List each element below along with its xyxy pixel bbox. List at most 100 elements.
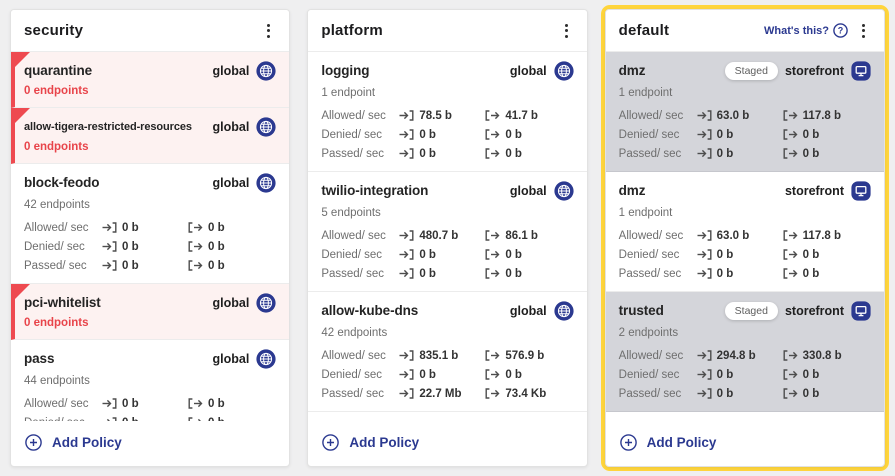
global-network-icon xyxy=(256,348,276,369)
tier-panel: platform logging global 1 endpoint Allowed/ … xyxy=(307,9,588,467)
stat-label: Denied/ sec xyxy=(618,248,680,261)
kebab-menu-icon[interactable] xyxy=(559,21,574,41)
endpoint-count: 42 endpoints xyxy=(321,327,388,339)
policy-card[interactable]: allow-kube-dns global 42 endpoints Allowed/… xyxy=(308,292,587,412)
policy-card[interactable]: dmz storefront 1 endpoint Allowed/ sec 63.0 … xyxy=(605,172,884,292)
policy-card[interactable]: block-feodo global 42 endpoints Allowed/ se… xyxy=(11,164,290,284)
policy-card[interactable]: dmz Staged storefront 1 endpoint Allowed/ se… xyxy=(605,52,884,172)
global-network-icon xyxy=(554,180,574,201)
outbound-value: 0 b xyxy=(208,259,225,272)
inbound-arrow-icon xyxy=(399,129,414,140)
inbound-value: 0 b xyxy=(716,147,734,160)
outbound-arrow-icon xyxy=(188,260,203,271)
add-policy-label: Add Policy xyxy=(52,435,122,450)
outbound-value: 0 b xyxy=(505,128,522,141)
inbound-cell: 0 b xyxy=(697,268,783,280)
add-policy-button[interactable]: Add Policy xyxy=(619,432,718,453)
policy-name: allow-tigera-restricted-resources xyxy=(24,120,192,133)
stat-row-passed: Passed/ sec 0 b 0 b xyxy=(619,384,871,403)
outbound-value: 0 b xyxy=(802,248,820,261)
stat-row-allowed: Allowed/ sec 0 b 0 b xyxy=(24,218,276,237)
tier-footer: Add Policy xyxy=(606,421,884,466)
outbound-arrow-icon xyxy=(188,398,203,409)
stat-label: Passed/ sec xyxy=(618,387,682,400)
policy-card[interactable]: trustedstorefront xyxy=(605,412,884,421)
kebab-menu-icon[interactable] xyxy=(856,21,871,41)
outbound-cell: 0 b xyxy=(188,222,225,234)
kebab-menu-icon[interactable] xyxy=(261,21,276,41)
inbound-value: 0 b xyxy=(419,128,436,141)
inbound-value: 63.0 b xyxy=(716,109,750,122)
tier-title: security xyxy=(24,22,84,39)
stat-label: Denied/ sec xyxy=(321,248,383,261)
add-policy-button[interactable]: Add Policy xyxy=(24,432,123,453)
inbound-arrow-icon xyxy=(102,398,117,409)
outbound-value: 73.4 Kb xyxy=(505,387,547,400)
stat-row-passed: Passed/ sec 22.7 Mb 73.4 Kb xyxy=(321,384,573,403)
stat-label: Allowed/ sec xyxy=(321,229,386,242)
outbound-arrow-icon xyxy=(188,222,203,233)
stat-row-allowed: Allowed/ sec 78.5 b 41.7 b xyxy=(321,106,573,125)
outbound-cell: 117.8 b xyxy=(783,110,841,122)
policy-card[interactable]: logging global 1 endpoint Allowed/ sec 78.5 … xyxy=(308,52,587,172)
outbound-arrow-icon xyxy=(783,110,798,121)
stat-label: Denied/ sec xyxy=(321,368,383,381)
tier-header: default What's this?? xyxy=(605,10,884,52)
inbound-cell: 480.7 b xyxy=(399,230,485,242)
policy-card[interactable]: allow-tigera-restricted-resources global 0… xyxy=(11,108,290,164)
policy-name: dmz xyxy=(618,183,646,198)
endpoint-count: 2 endpoints xyxy=(618,327,679,339)
stat-label: Denied/ sec xyxy=(321,128,383,141)
policy-name: allow-kube-dns xyxy=(321,303,419,318)
inbound-arrow-icon xyxy=(399,249,414,260)
inbound-value: 294.8 b xyxy=(716,349,756,362)
policy-card[interactable]: pass global 44 endpoints Allowed/ sec 0 b 0 b… xyxy=(11,340,290,421)
stat-label: Allowed/ sec xyxy=(321,109,386,122)
outbound-value: 0 b xyxy=(802,147,820,160)
tier-title: default xyxy=(618,22,670,39)
inbound-arrow-icon xyxy=(697,230,712,241)
inbound-cell: 0 b xyxy=(399,369,485,381)
policy-card[interactable]: pci-whitelist global 0 endpoints xyxy=(11,284,290,340)
inbound-cell: 63.0 b xyxy=(697,110,783,122)
whats-this-link[interactable]: What's this?? xyxy=(764,23,848,38)
policy-card-header: logging global xyxy=(321,60,574,81)
inbound-cell: 0 b xyxy=(697,249,783,261)
inbound-cell: 835.1 b xyxy=(399,350,485,362)
policy-card[interactable]: quarantine global 0 endpoints xyxy=(11,52,290,108)
scope-label: global xyxy=(509,183,547,198)
tier-footer: Add Policy xyxy=(11,421,289,466)
endpoint-count: 1 endpoint xyxy=(321,87,376,99)
stat-row-denied: Denied/ sec 0 b 0 b xyxy=(619,125,871,144)
policy-card-header: block-feodo global xyxy=(24,172,276,193)
outbound-value: 0 b xyxy=(208,397,225,410)
outbound-value: 0 b xyxy=(208,221,225,234)
traffic-stats: Allowed/ sec 294.8 b 330.8 b Denied/ sec 0 b… xyxy=(619,346,871,403)
namespace-icon xyxy=(851,300,871,321)
stat-label: Passed/ sec xyxy=(618,147,682,160)
svg-text:?: ? xyxy=(838,26,844,36)
outbound-arrow-icon xyxy=(783,129,798,140)
traffic-stats: Allowed/ sec 835.1 b 576.9 b Denied/ sec 0 b… xyxy=(321,346,573,403)
policy-card[interactable]: twilio-integration global 5 endpoints Allow… xyxy=(308,172,587,292)
outbound-arrow-icon xyxy=(485,110,500,121)
policy-name: quarantine xyxy=(24,63,93,78)
scope-label: storefront xyxy=(784,63,844,78)
stat-row-denied: Denied/ sec 0 b 0 b xyxy=(24,237,276,256)
stat-row-denied: Denied/ sec 0 b 0 b xyxy=(24,413,276,421)
tier-column-default: default What's this?? dmz Staged storefront 1… xyxy=(600,5,889,471)
outbound-arrow-icon xyxy=(485,249,500,260)
stat-label: Passed/ sec xyxy=(321,267,384,280)
inbound-arrow-icon xyxy=(102,260,117,271)
stat-label: Denied/ sec xyxy=(618,128,680,141)
traffic-stats: Allowed/ sec 63.0 b 117.8 b Denied/ sec 0 b 0… xyxy=(619,106,871,163)
inbound-value: 0 b xyxy=(419,267,436,280)
inbound-cell: 0 b xyxy=(697,129,783,141)
inbound-cell: 0 b xyxy=(399,249,485,261)
stat-label: Allowed/ sec xyxy=(24,397,89,410)
outbound-cell: 41.7 b xyxy=(485,110,538,122)
outbound-arrow-icon xyxy=(783,350,798,361)
add-policy-button[interactable]: Add Policy xyxy=(321,432,420,453)
policy-card[interactable]: trusted Staged storefront 2 endpoints Allowe… xyxy=(605,292,884,412)
